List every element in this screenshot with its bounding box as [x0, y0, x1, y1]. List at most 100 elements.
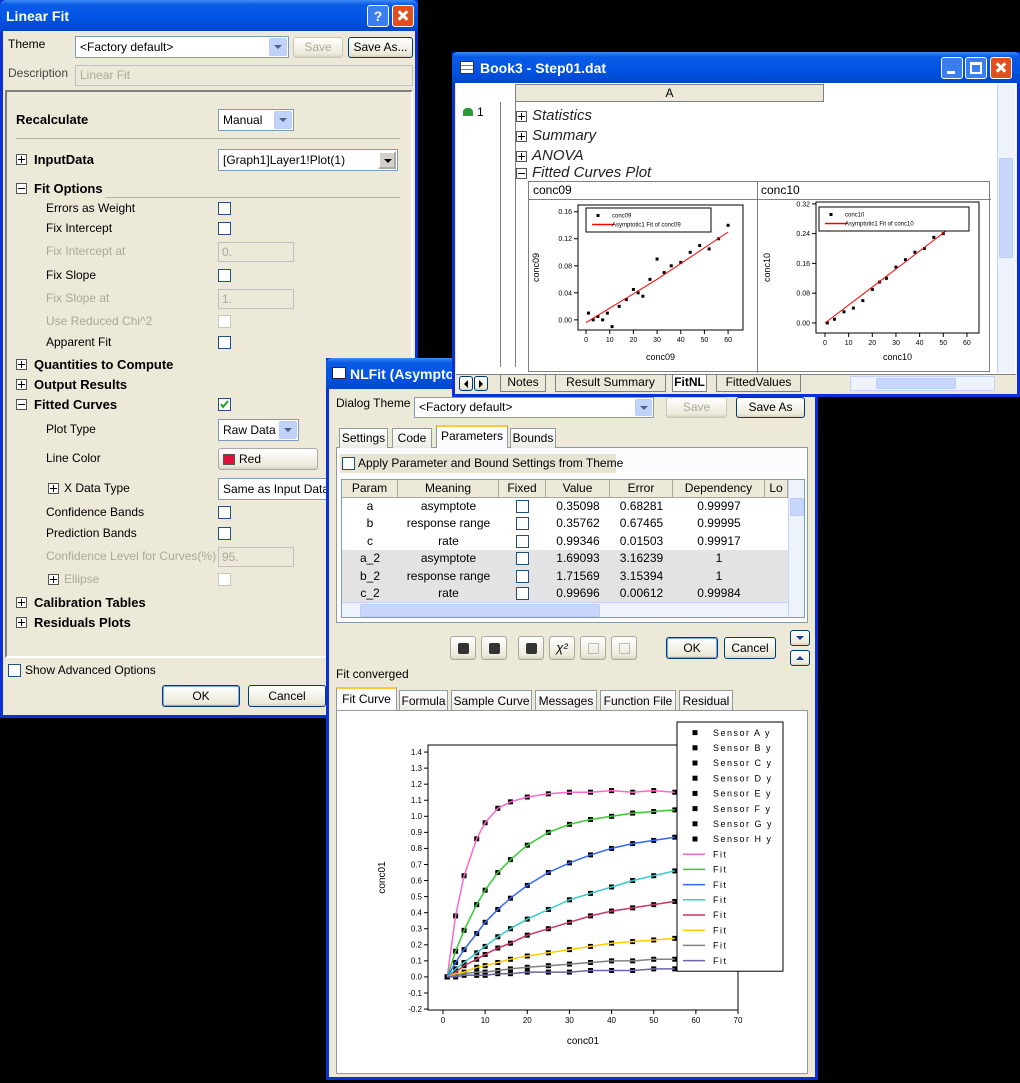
- cancel-button[interactable]: Cancel: [724, 637, 776, 659]
- option-combo[interactable]: Manual: [218, 109, 294, 131]
- checkbox[interactable]: [515, 534, 529, 548]
- checkbox[interactable]: [342, 457, 355, 470]
- column-header[interactable]: A: [515, 84, 824, 102]
- table-cell: 1: [715, 551, 723, 566]
- checkbox[interactable]: [218, 202, 231, 215]
- toolbar-icon: [489, 643, 500, 654]
- window-title: NLFit (Asympto: [350, 366, 455, 382]
- ok-button[interactable]: OK: [666, 637, 718, 659]
- sheet-nav-button[interactable]: [474, 376, 488, 391]
- x-tick-label: 50: [701, 337, 709, 344]
- row-highlight: [342, 567, 788, 585]
- color-button[interactable]: Red: [218, 448, 318, 470]
- save-as-button[interactable]: Save As: [736, 397, 805, 418]
- checkbox[interactable]: [515, 500, 529, 513]
- expander-glyph: [521, 153, 522, 160]
- help-button[interactable]: ?: [367, 5, 389, 27]
- data-point: [655, 257, 659, 261]
- close-button[interactable]: [990, 57, 1012, 79]
- tab[interactable]: Messages: [535, 690, 597, 711]
- expander[interactable]: [16, 617, 27, 628]
- tab[interactable]: Function File: [600, 690, 676, 711]
- section-label: Calibration Tables: [34, 595, 146, 610]
- tree-item[interactable]: Fitted Curves Plot: [532, 164, 652, 181]
- option-combo[interactable]: [Graph1]Layer1!Plot(1): [218, 149, 398, 171]
- tree-item[interactable]: ANOVA: [532, 147, 584, 164]
- legend-label: Fit: [713, 865, 728, 875]
- checkbox[interactable]: [218, 269, 231, 282]
- sheet-tab[interactable]: Result Summary: [555, 375, 666, 392]
- checkbox[interactable]: [218, 398, 231, 411]
- sheet-tab[interactable]: FitNL: [672, 375, 707, 392]
- option-combo[interactable]: Raw Data: [218, 419, 299, 441]
- tab[interactable]: Formula: [399, 690, 448, 711]
- expander[interactable]: [16, 597, 27, 608]
- toolbar-button[interactable]: [518, 636, 544, 660]
- expander[interactable]: [48, 574, 59, 585]
- checkbox[interactable]: [8, 664, 21, 677]
- collapse-button[interactable]: [790, 630, 810, 646]
- tree-item[interactable]: Statistics: [532, 107, 593, 124]
- sheet-tab[interactable]: Notes: [500, 375, 546, 392]
- expander[interactable]: [516, 111, 527, 122]
- toolbar-button[interactable]: χ²: [549, 636, 575, 660]
- collapse-button[interactable]: [790, 650, 810, 666]
- toolbar-icon: [588, 643, 599, 654]
- expander[interactable]: [16, 379, 27, 390]
- section-label: InputData: [34, 152, 94, 167]
- expander[interactable]: [16, 154, 27, 165]
- min-button[interactable]: [941, 57, 963, 79]
- section-label: Quantities to Compute: [34, 357, 174, 372]
- y-tick-label: 0.08: [558, 263, 572, 270]
- tab[interactable]: Code: [392, 428, 432, 448]
- expander[interactable]: [16, 359, 27, 370]
- checkbox[interactable]: [218, 527, 231, 540]
- save-button[interactable]: Save: [293, 37, 343, 58]
- save-as-button[interactable]: Save As...: [348, 37, 413, 58]
- option-label: Confidence Bands: [46, 505, 145, 519]
- theme-combo[interactable]: <Factory default>: [75, 36, 289, 58]
- theme-combo[interactable]: <Factory default>: [414, 397, 654, 418]
- legend-label: Sensor B y: [713, 743, 772, 753]
- x-tick-label: 10: [606, 337, 614, 344]
- table-cell: 1: [715, 568, 723, 583]
- checkbox[interactable]: [218, 506, 231, 519]
- expander[interactable]: [516, 168, 527, 179]
- y-tick-label: 0.00: [796, 320, 810, 327]
- tab[interactable]: Residual: [679, 690, 733, 711]
- save-button[interactable]: Save: [666, 397, 727, 418]
- tab[interactable]: Bounds: [510, 428, 556, 448]
- checkbox[interactable]: [515, 517, 529, 531]
- legend-marker: [596, 214, 600, 217]
- close-button[interactable]: [392, 5, 414, 27]
- checkbox[interactable]: [515, 587, 529, 600]
- checkbox[interactable]: [515, 569, 529, 583]
- option-label: Fix Intercept at: [46, 244, 126, 258]
- sheet-tab[interactable]: FittedValues: [716, 375, 801, 392]
- expander[interactable]: [516, 131, 527, 142]
- sheet-nav-button[interactable]: [459, 376, 473, 391]
- checkbox[interactable]: [515, 552, 529, 566]
- graph-header-line: [529, 199, 991, 200]
- toolbar-button[interactable]: [611, 636, 637, 660]
- ok-button[interactable]: OK: [162, 685, 240, 707]
- tab[interactable]: Parameters: [436, 425, 508, 448]
- max-button[interactable]: [965, 57, 987, 79]
- cancel-button[interactable]: Cancel: [248, 685, 326, 707]
- tree-item[interactable]: Summary: [532, 127, 597, 144]
- toolbar-button[interactable]: [450, 636, 476, 660]
- tab[interactable]: Fit Curve: [336, 687, 397, 711]
- expander[interactable]: [48, 483, 59, 494]
- tab[interactable]: Sample Curve: [451, 690, 532, 711]
- checkbox[interactable]: [218, 336, 231, 349]
- expander[interactable]: [516, 151, 527, 162]
- checkbox[interactable]: [218, 222, 231, 235]
- tab[interactable]: Settings: [339, 428, 388, 448]
- toolbar-button[interactable]: [481, 636, 507, 660]
- dropdown-button: [378, 151, 396, 169]
- data-point: [648, 277, 652, 281]
- expander[interactable]: [16, 399, 27, 410]
- y-tick-label: 0.8: [411, 844, 423, 853]
- expander[interactable]: [16, 183, 27, 194]
- toolbar-button[interactable]: [580, 636, 606, 660]
